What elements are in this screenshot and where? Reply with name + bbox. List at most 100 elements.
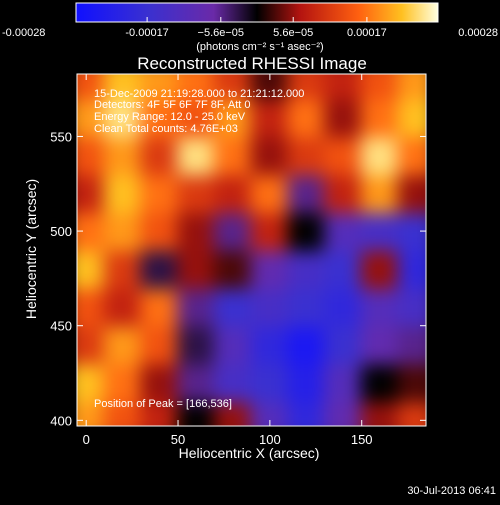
heatmap-cell: [360, 286, 400, 327]
heatmap-cell: [140, 74, 180, 100]
heatmap-cell: [213, 97, 253, 138]
y-tick-label: 550: [50, 129, 72, 144]
colorbar-tick-label: −5.6e−05: [198, 27, 245, 39]
heatmap-cell: [77, 249, 106, 289]
y-tick-label: 400: [50, 413, 72, 428]
heatmap-cell: [250, 97, 290, 138]
heatmap-cell: [177, 324, 216, 365]
heatmap-cell: [360, 74, 400, 100]
heatmap-cell: [287, 211, 326, 251]
heatmap-cell: [360, 211, 400, 251]
heatmap-cell: [140, 135, 180, 176]
heatmap-cell: [323, 249, 363, 289]
heatmap-cell: [287, 400, 326, 426]
heatmap-cell: [250, 362, 290, 403]
heatmap-image: [77, 74, 426, 426]
heatmap-cell: [177, 400, 216, 426]
annotation-total-counts: Clean Total counts: 4.76E+03: [94, 123, 238, 135]
heatmap-cell: [360, 400, 400, 426]
heatmap-cell: [287, 135, 326, 176]
heatmap-cell: [323, 400, 363, 426]
heatmap-cell: [213, 211, 253, 251]
heatmap-cell: [323, 173, 363, 214]
x-axis-ticks: 0 50 100 150: [83, 74, 373, 447]
heatmap-cell: [360, 97, 400, 138]
heatmap-cell: [177, 249, 216, 289]
heatmap-cell: [397, 324, 426, 365]
heatmap-cell: [177, 286, 216, 327]
colorbar-unit-label: (photons cm⁻² s⁻¹ asec⁻²): [196, 41, 323, 53]
heatmap-cell: [77, 97, 106, 138]
heatmap-cell: [103, 286, 143, 327]
heatmap-cell: [177, 173, 216, 214]
heatmap-cell: [140, 249, 180, 289]
heatmap-cell: [397, 400, 426, 426]
heatmap-cell: [250, 211, 290, 251]
heatmap-cell: [323, 74, 363, 100]
heatmap-cell: [77, 400, 106, 426]
heatmap-cell: [250, 135, 290, 176]
heatmap-cell: [213, 74, 253, 100]
heatmap-cell: [397, 249, 426, 289]
heatmap-cell: [103, 74, 143, 100]
heatmap-cell: [103, 324, 143, 365]
heatmap-cell: [397, 173, 426, 214]
colorbar-tick-label: 0.00017: [347, 27, 387, 39]
heatmap-cell: [250, 173, 290, 214]
annotation-detectors: Detectors: 4F 5F 6F 7F 8F, Att 0: [94, 99, 251, 111]
heatmap-cell: [103, 362, 143, 403]
heatmap-cell: [287, 74, 326, 100]
colorbar: -0.00028 -0.00017 −5.6e−05 5.6e−05 0.00017 0.…: [2, 2, 498, 53]
heatmap-cell: [213, 135, 253, 176]
footer-timestamp: 30-Jul-2013 06:41: [407, 485, 496, 497]
plot-frame: [76, 73, 427, 427]
chart-title: Reconstructed RHESSI Image: [137, 54, 367, 73]
heatmap-cell: [213, 400, 253, 426]
heatmap-cell: [177, 362, 216, 403]
x-tick-label: 0: [83, 432, 90, 447]
heatmap-cell: [323, 97, 363, 138]
annotation-time-range: 15-Dec-2009 21:19:28.000 to 21:21:12.000: [94, 88, 304, 100]
heatmap-cell: [140, 97, 180, 138]
heatmap-cell: [77, 324, 106, 365]
heatmap-cell: [140, 211, 180, 251]
heatmap-cell: [103, 211, 143, 251]
heatmap-cell: [323, 324, 363, 365]
y-axis-ticks: 400 450 500 550: [50, 129, 426, 428]
heatmap-cell: [397, 97, 426, 138]
colorbar-tick-label: -0.00017: [125, 27, 168, 39]
heatmap-cell: [140, 362, 180, 403]
heatmap-cell: [213, 362, 253, 403]
annotation-peak-position: Position of Peak = [166,536]: [94, 398, 232, 410]
heatmap-cell: [323, 135, 363, 176]
heatmap-cell: [397, 135, 426, 176]
heatmap-cell: [177, 135, 216, 176]
heatmap-cell: [103, 173, 143, 214]
heatmap-cell: [140, 324, 180, 365]
heatmap-cell: [360, 324, 400, 365]
heatmap-cell: [287, 97, 326, 138]
heatmap-cell: [77, 286, 106, 327]
heatmap-cell: [287, 324, 326, 365]
heatmap-cell: [103, 400, 143, 426]
heatmap-cell: [177, 97, 216, 138]
heatmap-cell: [213, 249, 253, 289]
heatmap-cell: [140, 400, 180, 426]
heatmap-cell: [397, 211, 426, 251]
heatmap-cell: [397, 74, 426, 100]
heatmap-cell: [177, 74, 216, 100]
heatmap-cell: [77, 173, 106, 214]
heatmap-cell: [213, 173, 253, 214]
x-tick-label: 100: [259, 432, 281, 447]
heatmap-cell: [323, 286, 363, 327]
heatmap-cell: [287, 173, 326, 214]
heatmap-cell: [250, 324, 290, 365]
heatmap-cell: [360, 249, 400, 289]
heatmap-cell: [77, 211, 106, 251]
colorbar-ticks: -0.00028 -0.00017 −5.6e−05 5.6e−05 0.00017 0.…: [2, 17, 498, 39]
heatmap-cell: [177, 211, 216, 251]
y-axis-label: Heliocentric Y (arcsec): [23, 179, 39, 319]
heatmap-cell: [140, 286, 180, 327]
colorbar-tick-label: 0.00028: [458, 27, 498, 39]
